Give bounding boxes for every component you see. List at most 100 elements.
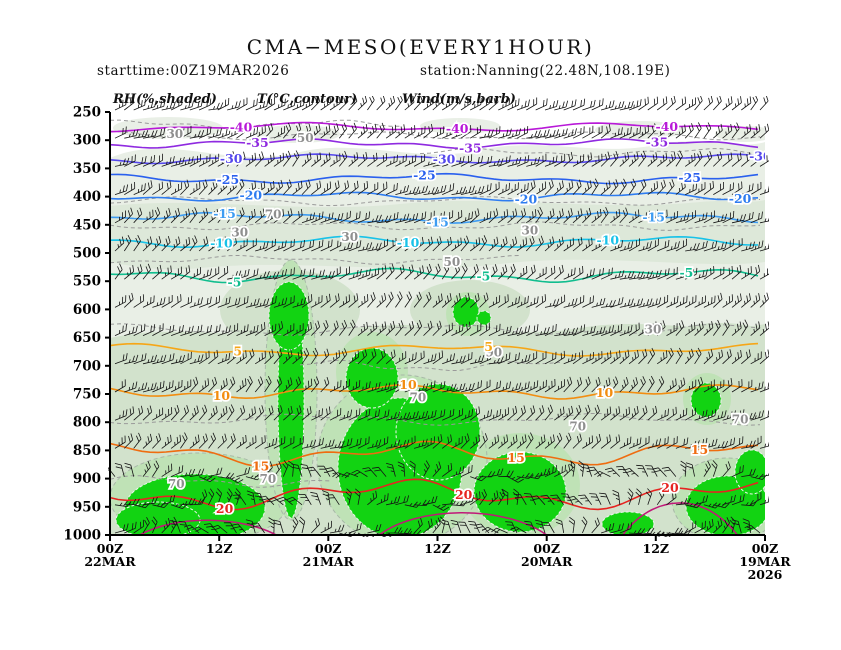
x-tick-date: 19MAR [739, 554, 791, 569]
rh-contour-label: 90 [485, 345, 502, 359]
x-tick-time: 00Z [533, 541, 560, 556]
rh-contour-label: 70 [569, 420, 586, 434]
x-tick-date: 22MAR [84, 554, 136, 569]
rh-contour-label: 70 [265, 208, 282, 222]
rh-contour-label: 30 [231, 226, 248, 240]
temp-contour-label: 10 [399, 377, 417, 392]
temp-contour-label: 20 [216, 501, 234, 516]
temp-contour-5 [110, 342, 759, 357]
rh-contour-label: 70 [260, 472, 277, 486]
x-tick-date: 20MAR [521, 554, 573, 569]
wind-barb-row-850 [114, 432, 769, 449]
rh-contour-label: 30 [522, 223, 539, 237]
temp-contour-label: 20 [455, 487, 473, 502]
wind-barb-row-750 [114, 375, 769, 393]
x-tick-time: 12Z [643, 541, 670, 556]
y-tick-label: 700 [73, 358, 101, 374]
x-tick-time: 00Z [315, 541, 342, 556]
wind-barb-row-450 [114, 206, 769, 224]
rh-contour-label: 30 [166, 127, 183, 141]
x-tick-time: 12Z [206, 541, 233, 556]
wind-barb-row-950 [114, 488, 769, 511]
temp-contour-label: -40 [656, 119, 679, 134]
temp-contour-label: -15 [213, 206, 236, 221]
rh-contour-label: 30 [645, 323, 662, 337]
wind-barb-row-250 [114, 96, 769, 111]
temp-contour-label: -30 [749, 149, 772, 164]
y-tick-label: 850 [73, 443, 101, 459]
y-tick-label: 550 [73, 274, 101, 290]
station-label: station:Nanning(22.48N,108.19E) [420, 63, 671, 79]
temp-contour-label: -40 [446, 121, 469, 136]
temp-contour-label: 10 [596, 385, 614, 400]
temp-contour-label: -15 [426, 214, 449, 229]
x-tick-time: 00Z [752, 541, 779, 556]
wind-barb-row-400 [114, 178, 769, 195]
legend-rh-shaded: RH(%,shaded) [113, 92, 217, 107]
rh-contour-label: 70 [168, 477, 185, 491]
y-tick-label: 300 [73, 133, 101, 149]
temp-contour-label: 15 [507, 450, 524, 465]
wind-barb-row-650 [114, 319, 769, 336]
chart-title: CMA−MESO(EVERY1HOUR) [246, 35, 595, 59]
y-axis-labels: 250 300 350 400 450 500 550 600 650 700 750 800 850 9… [63, 105, 101, 544]
wind-barb-row-600 [114, 291, 769, 308]
surface-magenta-contour [138, 519, 278, 535]
y-tick-label: 500 [73, 246, 101, 262]
x-tick-time: 00Z [97, 541, 124, 556]
temp-contour-label: -30 [433, 152, 456, 167]
wind-barb-row-800 [114, 404, 769, 421]
temp-contour--35 [110, 138, 759, 150]
y-tick-label: 400 [73, 189, 101, 205]
wind-barb-row-550 [114, 263, 769, 280]
rh-contour-label: 50 [297, 131, 314, 145]
temp-contour-label: 15 [252, 459, 269, 474]
temp-contour-label: -30 [220, 151, 243, 166]
temp-contour-label: -35 [459, 140, 482, 155]
y-tick-label: 1000 [63, 528, 101, 544]
temp-contour--40 [110, 121, 759, 133]
temp-contour-label: 5 [484, 339, 493, 354]
y-tick-label: 950 [73, 499, 101, 515]
temp-contour-label: 20 [661, 480, 679, 495]
y-tick-label: 600 [73, 302, 101, 318]
surface-magenta-contour [378, 511, 548, 535]
axes [105, 111, 766, 541]
wind-barb-row-900 [108, 460, 769, 484]
temp-contour-label: -25 [678, 170, 701, 185]
wind-barbs-layer [108, 96, 769, 537]
temp-contour--25 [110, 172, 759, 185]
temp-contour-label: 15 [691, 442, 708, 457]
temp-contour-label: -20 [729, 191, 752, 206]
wind-barb-row-700 [114, 347, 769, 365]
y-tick-label: 650 [73, 330, 101, 346]
temp-contour-label: -10 [397, 235, 420, 250]
y-tick-label: 450 [73, 217, 101, 233]
x-tick-time: 12Z [424, 541, 451, 556]
temp-contour-label: -20 [240, 188, 263, 203]
temp-contour-label: 5 [233, 344, 242, 359]
rh-contour-label: 30 [341, 230, 358, 244]
rh-contour-label: 70 [410, 390, 427, 404]
temp-contour-label: -5 [679, 265, 693, 280]
y-tick-label: 250 [73, 105, 101, 121]
temp-contour-label: -5 [476, 269, 490, 284]
temp-contour-label: -10 [210, 236, 233, 251]
y-tick-label: 900 [73, 471, 101, 487]
temp-contour-label: -20 [515, 192, 538, 207]
x-tick-year: 2026 [748, 567, 783, 582]
wind-barb-row-300 [114, 122, 769, 139]
temp-contour-label: -15 [642, 209, 665, 224]
wind-barb-row-500 [114, 235, 769, 252]
rh-contour-label: 70 [732, 412, 749, 426]
temp-contour-label: -25 [413, 167, 436, 182]
temp-contour-label: 10 [213, 388, 231, 403]
x-tick-date: 21MAR [303, 554, 355, 569]
temp-contour--5 [110, 267, 759, 284]
temp-contour-label: -10 [597, 233, 620, 248]
temp-contour-10 [110, 383, 759, 400]
